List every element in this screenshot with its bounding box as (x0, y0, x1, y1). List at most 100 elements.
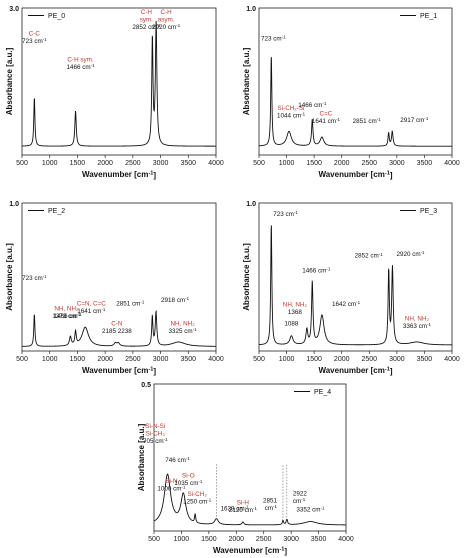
x-axis-label: Wavenumber [cm-1] (213, 546, 287, 556)
x-tick-label: 1000 (279, 356, 295, 363)
x-tick-label: 2000 (97, 160, 113, 167)
peak-annotation-text: Si-CH₂-Si (278, 105, 305, 112)
peak-annotation-text: 2120 cm-1 (229, 506, 258, 514)
peak-annotation-text: C=C (320, 111, 333, 118)
peak-annotation-text: 2851 cm-1 (353, 117, 382, 125)
x-tick-label: 3500 (417, 160, 433, 167)
peak-annotation: 746 cm-1 (165, 456, 190, 464)
peak-annotation: 723 cm-1 (273, 210, 298, 218)
x-tick-label: 4000 (208, 160, 224, 167)
x-tick-label: 3500 (417, 356, 433, 363)
x-tick-label: 2000 (334, 356, 350, 363)
x-tick-label: 2500 (361, 356, 377, 363)
peak-annotation-text: 723 cm-1 (22, 274, 47, 282)
plot-frame (153, 383, 347, 532)
x-tick-label: 4000 (338, 536, 354, 543)
peak-annotation-text: 1642 cm-1 (332, 300, 361, 308)
peak-annotation: 1466 cm-1 (298, 101, 327, 109)
peak-annotation-text: 1639 cm-1 (220, 505, 249, 513)
peak-annotation-text: Si-CH₃ (187, 491, 207, 498)
x-tick-label: 1500 (201, 536, 217, 543)
peak-annotation-text: 1250 cm-1 (183, 497, 212, 505)
peak-annotation-text: cm-1 (265, 504, 278, 512)
legend-label: PE_3 (420, 208, 437, 215)
x-tick-label: 2000 (97, 356, 113, 363)
x-tick-label: 2500 (361, 160, 377, 167)
peak-annotation: 723 cm-1 (22, 274, 47, 282)
peak-annotation-text: 2851 cm-1 (116, 300, 145, 308)
peak-annotation-text: 2852 cm-1 (355, 252, 384, 260)
legend-label: PE_0 (48, 13, 65, 20)
x-tick-label: 1500 (70, 356, 86, 363)
peak-annotation-text: NH, NH₂ (283, 301, 308, 308)
x-tick-label: 3500 (311, 536, 327, 543)
x-tick-label: 1500 (306, 160, 322, 167)
x-tick-label: 4000 (444, 356, 460, 363)
peak-annotation: 1466 cm-1 (302, 266, 331, 274)
y-axis-label: Absorbance [a.u.] (242, 243, 251, 311)
peak-annotation-text: C-H sym. (67, 56, 93, 63)
plot-frame (21, 7, 217, 156)
peak-annotation: 1088 (284, 321, 299, 328)
peak-annotation-text: 1035 cm-1 (174, 479, 203, 487)
x-tick-label: 3000 (283, 536, 299, 543)
x-tick-label: 500 (16, 160, 28, 167)
x-tick-label: 2500 (125, 160, 141, 167)
peak-annotation: 1466 cm-1 (54, 312, 83, 320)
peak-annotation-text: 1088 (284, 321, 299, 328)
peak-annotation-text: C-C (29, 31, 41, 38)
y-max-label: 3.0 (9, 6, 19, 13)
y-max-label: 1.0 (246, 6, 256, 13)
x-tick-label: 1500 (70, 160, 86, 167)
peak-annotation: 1639 cm-1 (220, 505, 249, 513)
peak-annotation-text: 705 cm-1 (143, 437, 168, 445)
peak-annotation-text: 1466 cm-1 (54, 312, 83, 320)
peak-annotation-text: 1641 cm-1 (77, 307, 106, 315)
peak-annotation: 2920 cm-1 (396, 250, 425, 258)
peak-annotation-text: 2851 (263, 498, 278, 505)
peak-annotation: 2852 cm-1 (355, 252, 384, 260)
peak-annotation-text: 2185 2238 (102, 328, 132, 335)
x-tick-label: 1000 (174, 536, 190, 543)
y-axis-label: Absorbance [a.u.] (137, 423, 146, 491)
peak-annotation-text: C-H (161, 9, 173, 16)
peak-annotation-text: 723 cm-1 (261, 35, 286, 43)
peak-annotation-text: 1466 cm-1 (298, 101, 327, 109)
peak-annotation-text: 1466 cm-1 (302, 266, 331, 274)
peak-annotation-text: 2920 cm-1 (396, 250, 425, 258)
peak-annotation-text: 1368 (288, 309, 303, 316)
spectrum-line (258, 225, 452, 346)
peak-annotation-text: 2922 (293, 491, 308, 498)
spectrum-panel-pe-4: 500 1000 1500 2000 2500 3000 3500 4000 0.5 Wavenu… (137, 382, 354, 556)
x-tick-label: 2500 (256, 536, 272, 543)
peak-annotation-text: 746 cm-1 (165, 456, 190, 464)
peak-annotation-text: 2852 cm-1 (132, 23, 161, 31)
peak-annotation-text: 2917 cm-1 (400, 116, 429, 124)
x-axis-label: Wavenumber [cm-1] (318, 170, 392, 180)
spectrum-line (258, 57, 452, 147)
peak-annotation-text: Si-O (182, 472, 195, 479)
peak-annotation: 723 cm-1 (261, 35, 286, 43)
spectrum-panel-pe-3: 500 1000 1500 2000 2500 3000 3500 4000 1.0 Wavenu… (242, 201, 460, 376)
x-tick-label: 3000 (389, 356, 405, 363)
y-axis-label: Absorbance [a.u.] (5, 47, 14, 115)
x-tick-label: 3000 (153, 160, 169, 167)
peak-annotation: 2851 cm-1 (353, 117, 382, 125)
peak-annotation-text: Si-H (237, 499, 250, 506)
x-tick-label: 1500 (306, 356, 322, 363)
peak-annotation-text: 723 cm-1 (273, 210, 298, 218)
peak-annotation: 1642 cm-1 (332, 300, 361, 308)
